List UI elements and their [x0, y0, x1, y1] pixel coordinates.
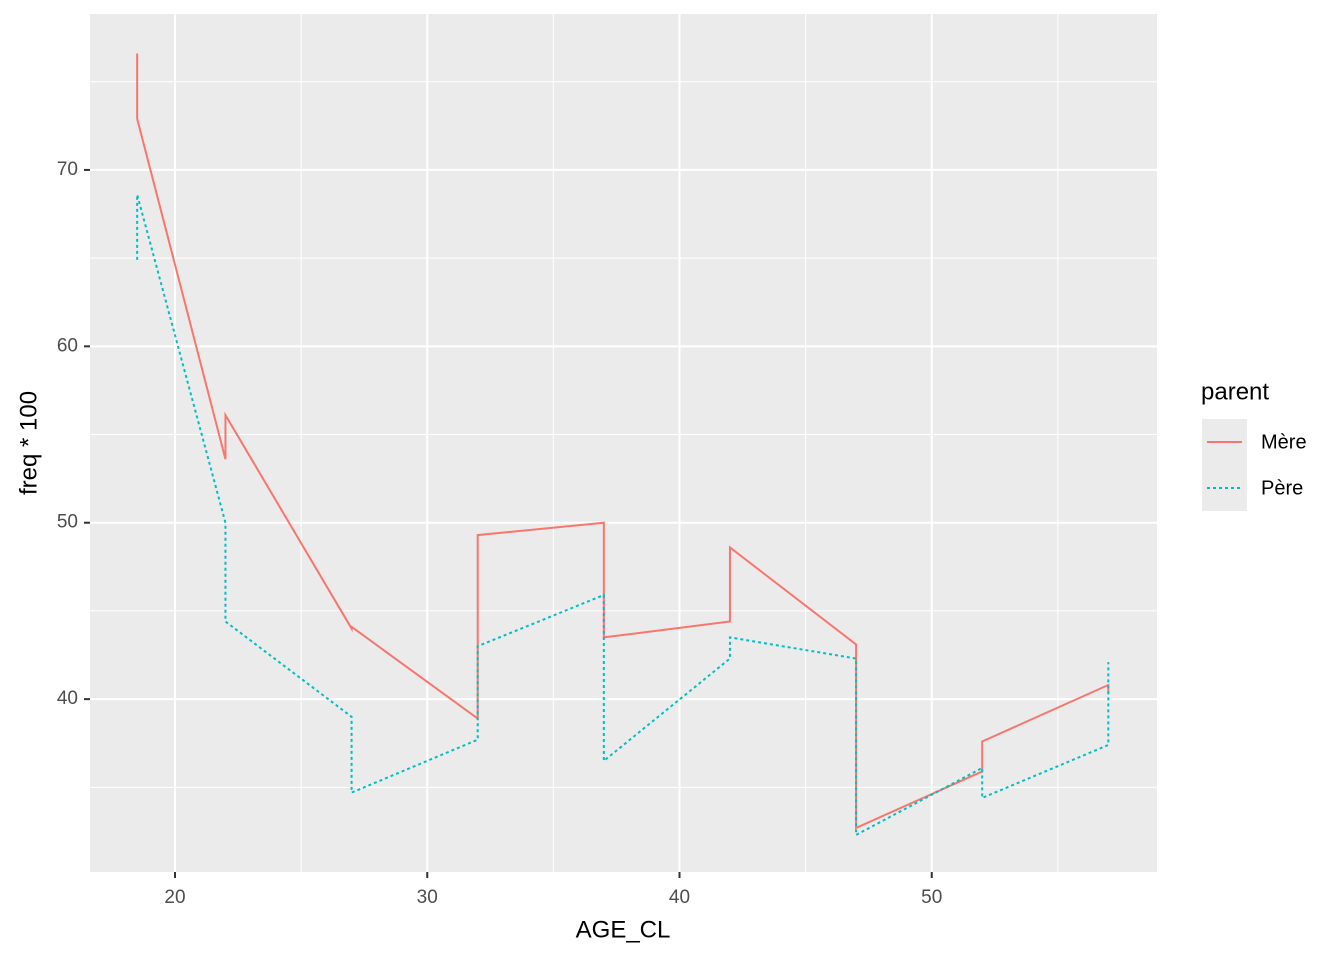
legend-label: Mère — [1261, 431, 1307, 453]
x-tick-label: 20 — [164, 887, 185, 908]
y-tick-label: 60 — [57, 335, 78, 356]
y-axis-title: freq * 100 — [15, 391, 42, 495]
line-series — [136, 194, 1110, 837]
y-tick-label: 40 — [57, 688, 78, 709]
y-tick-label: 50 — [57, 512, 78, 533]
x-tick-label: 40 — [669, 887, 690, 908]
panel — [90, 14, 1157, 872]
legend-title: parent — [1201, 378, 1269, 405]
x-tick-label: 50 — [921, 887, 942, 908]
line-series — [136, 53, 1110, 830]
y-tick-label: 70 — [57, 159, 78, 180]
x-axis-title: AGE_CL — [576, 916, 671, 943]
legend-label: Père — [1261, 477, 1303, 499]
x-tick-label: 30 — [417, 887, 438, 908]
